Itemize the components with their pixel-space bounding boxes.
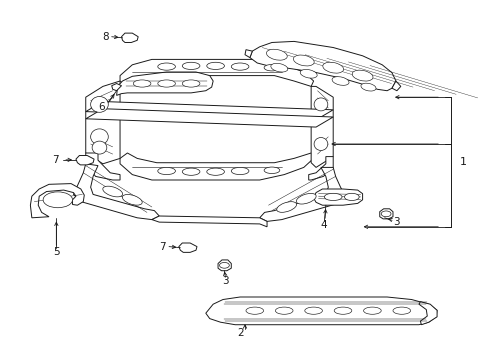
- Text: 4: 4: [320, 220, 327, 230]
- Polygon shape: [86, 153, 120, 180]
- Ellipse shape: [264, 167, 280, 174]
- Text: 5: 5: [53, 247, 60, 257]
- Ellipse shape: [158, 80, 175, 87]
- Ellipse shape: [246, 307, 264, 314]
- Ellipse shape: [344, 193, 359, 201]
- Ellipse shape: [275, 307, 293, 314]
- Ellipse shape: [323, 62, 343, 73]
- Ellipse shape: [324, 193, 342, 201]
- Ellipse shape: [334, 307, 352, 314]
- Polygon shape: [309, 157, 333, 180]
- Ellipse shape: [220, 262, 229, 268]
- Text: 7: 7: [52, 155, 59, 165]
- Polygon shape: [419, 302, 437, 325]
- Ellipse shape: [314, 138, 328, 150]
- Ellipse shape: [182, 80, 200, 87]
- Polygon shape: [152, 216, 267, 227]
- Polygon shape: [76, 156, 94, 165]
- Polygon shape: [74, 164, 159, 220]
- Ellipse shape: [122, 194, 142, 205]
- Ellipse shape: [182, 168, 200, 175]
- Ellipse shape: [158, 167, 175, 175]
- Text: 8: 8: [102, 32, 109, 42]
- Ellipse shape: [361, 83, 376, 91]
- Ellipse shape: [300, 69, 317, 78]
- Text: 1: 1: [460, 157, 466, 167]
- Ellipse shape: [207, 62, 224, 69]
- Polygon shape: [120, 153, 314, 180]
- Polygon shape: [245, 50, 252, 58]
- Polygon shape: [218, 260, 231, 271]
- Ellipse shape: [133, 80, 151, 87]
- Ellipse shape: [264, 64, 280, 71]
- Ellipse shape: [43, 192, 73, 208]
- Ellipse shape: [182, 62, 200, 69]
- Polygon shape: [86, 81, 120, 164]
- Ellipse shape: [381, 211, 391, 217]
- Ellipse shape: [352, 70, 373, 81]
- Ellipse shape: [393, 307, 411, 314]
- Polygon shape: [179, 243, 197, 252]
- Ellipse shape: [271, 63, 288, 72]
- Ellipse shape: [158, 63, 175, 70]
- Polygon shape: [250, 41, 396, 91]
- Ellipse shape: [91, 96, 108, 112]
- Polygon shape: [120, 59, 314, 86]
- Polygon shape: [311, 86, 333, 167]
- Polygon shape: [380, 209, 393, 219]
- Ellipse shape: [296, 193, 316, 204]
- Polygon shape: [314, 189, 363, 205]
- Ellipse shape: [267, 49, 287, 60]
- Text: 6: 6: [98, 102, 105, 112]
- Ellipse shape: [364, 307, 381, 314]
- Ellipse shape: [103, 186, 122, 197]
- Polygon shape: [86, 109, 333, 127]
- Polygon shape: [86, 102, 333, 120]
- Ellipse shape: [314, 98, 328, 111]
- Ellipse shape: [91, 129, 108, 145]
- Ellipse shape: [332, 77, 349, 85]
- Ellipse shape: [277, 202, 296, 212]
- Ellipse shape: [207, 168, 224, 175]
- Ellipse shape: [305, 307, 322, 314]
- Ellipse shape: [294, 55, 314, 66]
- Polygon shape: [392, 81, 401, 91]
- Polygon shape: [206, 297, 437, 325]
- Text: 2: 2: [237, 328, 244, 338]
- Text: 3: 3: [222, 276, 229, 286]
- Polygon shape: [122, 33, 138, 42]
- Ellipse shape: [92, 141, 107, 154]
- Ellipse shape: [231, 167, 249, 175]
- Polygon shape: [260, 167, 345, 221]
- Text: 3: 3: [393, 217, 400, 228]
- Text: 7: 7: [159, 242, 166, 252]
- Polygon shape: [112, 84, 122, 91]
- Polygon shape: [30, 184, 84, 218]
- Ellipse shape: [231, 63, 249, 70]
- Polygon shape: [117, 72, 213, 95]
